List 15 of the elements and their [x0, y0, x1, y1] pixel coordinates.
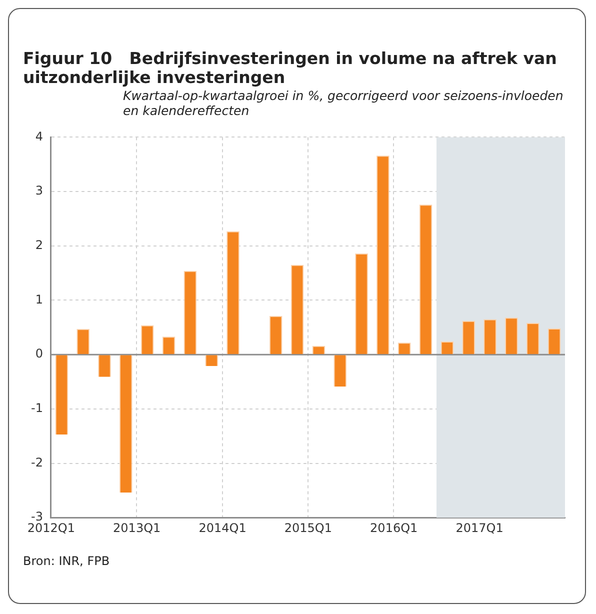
- chart-title: Figuur 10 Bedrijfsinvesteringen in volume na aftrek van uitzonderlijke investeringen: [23, 49, 558, 87]
- y-tick-label: 4: [35, 129, 43, 144]
- y-tick-label: 3: [35, 184, 43, 198]
- chart-subtitle: Kwartaal-op-kwartaalgroei in %, gecorrigeerd voor seizoens-invloeden en kalendereffecten: [123, 88, 564, 118]
- x-tick-label: 2015Q1: [284, 520, 332, 535]
- text: Bron: INR, FPB: [23, 554, 111, 568]
- y-tick-label: 0: [35, 346, 43, 361]
- x-tick-label: 2016Q1: [370, 520, 418, 535]
- y-tick-label: -2: [30, 455, 43, 470]
- y-tick-label: 1: [35, 292, 43, 306]
- x-tick-label: 2014Q1: [198, 520, 246, 535]
- y-tick-label: 2: [35, 238, 43, 252]
- x-tick-label: 2017Q1: [456, 520, 504, 535]
- y-tick-label: -1: [30, 401, 43, 416]
- x-tick-label: 2013Q1: [113, 520, 161, 535]
